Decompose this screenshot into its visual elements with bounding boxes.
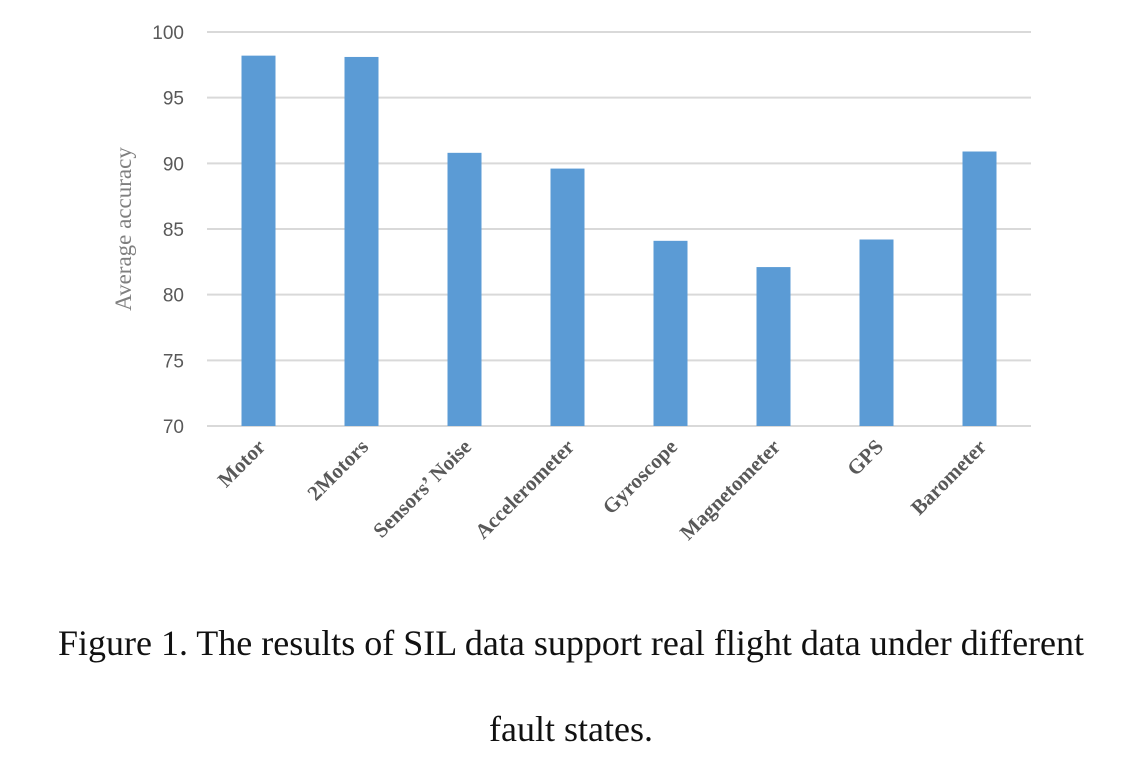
bars [241, 55, 997, 426]
x-tick-label: Motor [213, 435, 270, 492]
grid-lines [207, 31, 1031, 427]
bar [241, 55, 276, 426]
y-tick-label: 75 [163, 351, 184, 372]
y-tick-label: 70 [163, 417, 184, 438]
x-tick-label: Accelerometer [470, 435, 579, 544]
y-axis-label: Average accuracy [111, 147, 136, 311]
figure-caption-line-1: Figure 1. The results of SIL data suppor… [57, 623, 1085, 663]
bar [962, 151, 997, 426]
x-tick-label: GPS [842, 435, 888, 481]
y-tick-labels: 70 75 80 85 90 95 100 [152, 23, 184, 438]
y-tick-label: 85 [163, 220, 184, 241]
x-tick-label: 2Motors [302, 435, 373, 506]
y-tick-label: 80 [163, 286, 184, 307]
bar [653, 240, 688, 426]
bar [756, 267, 791, 426]
x-tick-label: Magnetometer [675, 435, 785, 545]
y-tick-label: 100 [152, 23, 184, 44]
y-tick-label: 95 [163, 89, 184, 110]
bar [859, 239, 894, 426]
figure-caption-line-2: fault states. [489, 709, 653, 749]
x-tick-label: Barometer [906, 435, 991, 520]
x-tick-label: Gyroscope [598, 435, 682, 519]
bar [550, 168, 585, 426]
bar [447, 152, 482, 426]
y-tick-label: 90 [163, 154, 184, 175]
bar [344, 56, 379, 426]
x-tick-label: Sensors’ Noise [368, 435, 476, 543]
